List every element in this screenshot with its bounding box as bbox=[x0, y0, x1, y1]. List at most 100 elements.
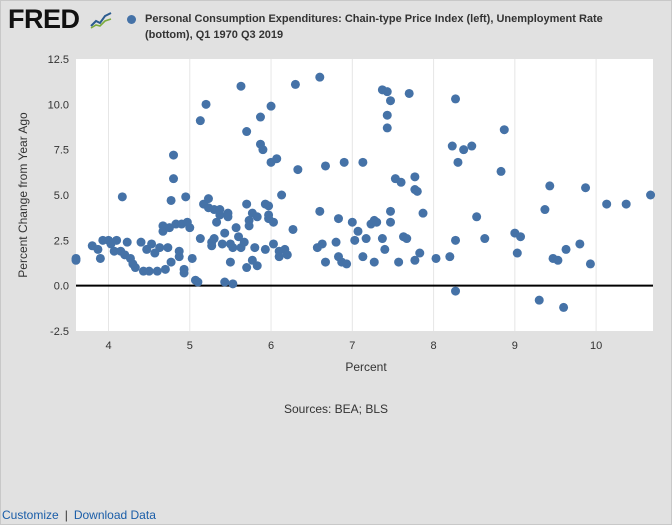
data-point[interactable] bbox=[152, 266, 162, 276]
data-point[interactable] bbox=[174, 252, 184, 262]
data-point[interactable] bbox=[412, 186, 422, 196]
data-point[interactable] bbox=[361, 234, 371, 244]
data-point[interactable] bbox=[358, 157, 368, 167]
data-point[interactable] bbox=[621, 199, 631, 209]
data-point[interactable] bbox=[333, 214, 343, 224]
data-point[interactable] bbox=[585, 259, 595, 269]
data-point[interactable] bbox=[239, 237, 249, 247]
data-point[interactable] bbox=[160, 264, 170, 274]
data-point[interactable] bbox=[496, 166, 506, 176]
data-point[interactable] bbox=[260, 244, 270, 254]
data-point[interactable] bbox=[109, 246, 119, 256]
data-point[interactable] bbox=[264, 210, 274, 220]
data-point[interactable] bbox=[277, 190, 287, 200]
data-point[interactable] bbox=[228, 279, 238, 289]
data-point[interactable] bbox=[136, 237, 146, 247]
data-point[interactable] bbox=[369, 257, 379, 267]
data-point[interactable] bbox=[382, 87, 392, 97]
data-point[interactable] bbox=[225, 257, 235, 267]
data-point[interactable] bbox=[418, 208, 428, 218]
customize-link[interactable]: Customize bbox=[2, 508, 59, 522]
data-point[interactable] bbox=[342, 259, 352, 269]
data-point[interactable] bbox=[187, 253, 197, 263]
data-point[interactable] bbox=[447, 141, 457, 151]
data-point[interactable] bbox=[234, 232, 244, 242]
data-point[interactable] bbox=[320, 257, 330, 267]
data-point[interactable] bbox=[181, 192, 191, 202]
data-point[interactable] bbox=[581, 183, 591, 193]
data-point[interactable] bbox=[320, 161, 330, 171]
data-point[interactable] bbox=[112, 235, 122, 245]
data-point[interactable] bbox=[410, 255, 420, 265]
data-point[interactable] bbox=[382, 123, 392, 133]
data-point[interactable] bbox=[231, 223, 241, 233]
data-point[interactable] bbox=[169, 174, 179, 184]
data-point[interactable] bbox=[258, 145, 268, 155]
data-point[interactable] bbox=[380, 244, 390, 254]
data-point[interactable] bbox=[220, 228, 230, 238]
data-point[interactable] bbox=[431, 253, 441, 263]
data-point[interactable] bbox=[228, 243, 238, 253]
data-point[interactable] bbox=[394, 257, 404, 267]
data-point[interactable] bbox=[117, 192, 127, 202]
data-point[interactable] bbox=[203, 194, 213, 204]
data-point[interactable] bbox=[451, 235, 461, 245]
data-point[interactable] bbox=[268, 217, 278, 227]
data-point[interactable] bbox=[290, 79, 300, 89]
data-point[interactable] bbox=[350, 235, 360, 245]
data-point[interactable] bbox=[95, 253, 105, 263]
data-point[interactable] bbox=[472, 212, 482, 222]
data-point[interactable] bbox=[272, 154, 282, 164]
data-point[interactable] bbox=[163, 243, 173, 253]
data-point[interactable] bbox=[166, 257, 176, 267]
data-point[interactable] bbox=[215, 205, 225, 215]
data-point[interactable] bbox=[195, 116, 205, 126]
data-point[interactable] bbox=[453, 157, 463, 167]
data-point[interactable] bbox=[404, 88, 414, 98]
data-point[interactable] bbox=[93, 244, 103, 254]
data-point[interactable] bbox=[339, 157, 349, 167]
data-point[interactable] bbox=[451, 286, 461, 296]
data-point[interactable] bbox=[217, 239, 227, 249]
data-point[interactable] bbox=[220, 277, 230, 287]
data-point[interactable] bbox=[282, 250, 292, 260]
data-point[interactable] bbox=[242, 199, 252, 209]
data-point[interactable] bbox=[155, 243, 165, 253]
data-point[interactable] bbox=[71, 255, 81, 265]
data-point[interactable] bbox=[559, 302, 569, 312]
data-point[interactable] bbox=[459, 145, 469, 155]
data-point[interactable] bbox=[252, 212, 262, 222]
data-point[interactable] bbox=[212, 217, 222, 227]
data-point[interactable] bbox=[499, 125, 509, 135]
data-point[interactable] bbox=[410, 172, 420, 182]
data-point[interactable] bbox=[130, 263, 140, 273]
data-point[interactable] bbox=[575, 239, 585, 249]
data-point[interactable] bbox=[293, 165, 303, 175]
data-point[interactable] bbox=[242, 263, 252, 273]
data-point[interactable] bbox=[223, 208, 233, 218]
data-point[interactable] bbox=[252, 261, 262, 271]
data-point[interactable] bbox=[209, 234, 219, 244]
data-point[interactable] bbox=[195, 234, 205, 244]
data-point[interactable] bbox=[236, 81, 246, 91]
data-point[interactable] bbox=[358, 252, 368, 262]
data-point[interactable] bbox=[402, 234, 412, 244]
data-point[interactable] bbox=[467, 141, 477, 151]
data-point[interactable] bbox=[169, 150, 179, 160]
data-point[interactable] bbox=[386, 96, 396, 106]
data-point[interactable] bbox=[268, 239, 278, 249]
data-point[interactable] bbox=[602, 199, 612, 209]
data-point[interactable] bbox=[201, 99, 211, 109]
download-data-link[interactable]: Download Data bbox=[73, 508, 156, 522]
data-point[interactable] bbox=[266, 101, 276, 111]
data-point[interactable] bbox=[545, 181, 555, 191]
data-point[interactable] bbox=[553, 255, 563, 265]
data-point[interactable] bbox=[451, 94, 461, 104]
data-point[interactable] bbox=[396, 177, 406, 187]
fred-logo[interactable]: FRED bbox=[8, 4, 80, 34]
data-point[interactable] bbox=[480, 234, 490, 244]
data-point[interactable] bbox=[193, 277, 203, 287]
data-point[interactable] bbox=[646, 190, 656, 200]
data-point[interactable] bbox=[166, 195, 176, 205]
data-point[interactable] bbox=[353, 226, 363, 236]
